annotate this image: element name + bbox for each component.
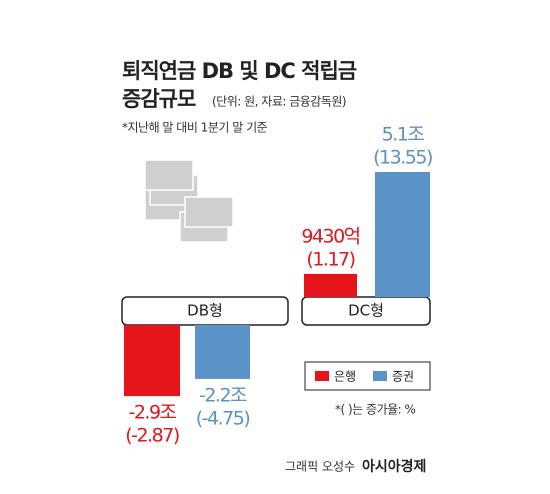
legend-label: 증권 (392, 370, 414, 384)
value-label: 5.1조 (382, 124, 425, 146)
category-label: DB형 (187, 302, 223, 320)
chart-title: 퇴직연금 DB 및 DC 적립금 (122, 59, 357, 83)
bar (375, 172, 430, 297)
bar (195, 325, 250, 379)
legend-swatch (373, 371, 387, 381)
credit: 그래픽 오성수 (285, 460, 355, 474)
note: *( )는 증가율: % (335, 403, 416, 417)
bar (124, 325, 180, 397)
value-label: 9430억 (301, 225, 359, 247)
bar (304, 273, 357, 297)
icon (144, 159, 234, 243)
value-label: -2.9조 (128, 402, 176, 424)
subtitle: *지난해 말 대비 1분기 말 기준 (122, 121, 268, 135)
unit-note: (단위: 원, 자료: 금융감독원) (212, 95, 346, 109)
rate-label: (-2.87) (125, 425, 179, 447)
publisher: 아시아경제 (362, 458, 426, 475)
rate-label: (-4.75) (196, 407, 250, 429)
category-label: DC형 (348, 302, 384, 320)
rate-label: (13.55) (373, 147, 432, 169)
rate-label: (1.17) (306, 248, 354, 270)
legend-swatch (315, 371, 329, 381)
chart-title: 증감규모 (122, 87, 196, 111)
legend-label: 은행 (334, 369, 356, 384)
category-box (301, 296, 431, 326)
value-label: -2.2조 (199, 384, 247, 406)
